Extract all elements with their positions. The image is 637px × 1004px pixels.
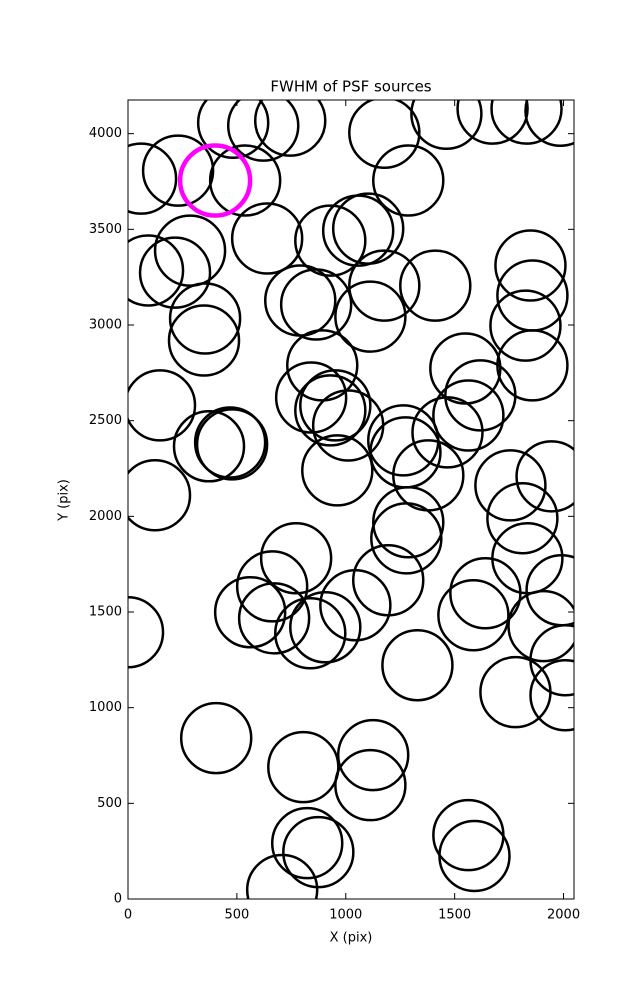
x-tick-label: 0 [124,908,132,923]
source-circle [226,100,300,162]
plot-area [128,100,574,899]
source-circle [348,249,421,322]
y-tick-label: 1500 [89,605,122,620]
source-circle [524,100,574,147]
source-circle [372,486,445,559]
source-circle [128,596,165,669]
source-circle [237,582,311,655]
source-circle [381,628,454,702]
plot-frame [127,99,575,900]
source-circle [479,655,552,729]
source-circle [213,575,287,649]
y-tick-label: 2500 [89,413,122,428]
source-circle [235,550,309,623]
source-circle [429,332,502,405]
source-circle [270,806,344,880]
source-circle [437,579,510,652]
source-circle [449,557,522,630]
x-axis-label: X (pix) [330,931,373,946]
y-tick-label: 1000 [89,700,122,715]
source-circle [494,229,567,302]
source-circle [282,815,355,889]
y-tick-label: 500 [97,796,122,811]
source-circle [319,569,392,642]
source-circle [168,282,242,355]
source-circle [230,202,304,275]
source-circle [167,304,241,377]
source-circle [370,502,443,575]
source-circle [138,236,212,309]
source-circle [267,730,340,804]
source-circle [208,144,282,217]
source-circle [507,589,574,663]
source-circle [438,819,511,893]
source-circle [432,379,505,452]
source-circle [529,658,574,732]
y-tick-label: 4000 [89,126,122,141]
source-circle [301,434,374,507]
source-circle [474,449,547,522]
source-circle [515,440,574,513]
source-circle [289,591,362,664]
source-circle [410,100,483,151]
y-axis-label: Y (pix) [57,479,72,522]
source-circle [299,369,372,442]
source-circle [444,359,517,432]
source-circle [274,361,348,434]
source-circle [372,144,445,217]
source-circle [490,100,563,145]
source-circle [193,406,267,479]
source-circle [128,142,178,215]
x-tick-label: 500 [224,908,249,923]
source-circle [274,596,347,670]
y-tick-label: 3500 [89,222,122,237]
source-circle [177,143,253,218]
source-circle [336,718,410,792]
source-circle [172,410,246,483]
x-tick-label: 1000 [329,908,362,923]
source-circle [279,268,353,341]
y-tick-label: 2000 [89,509,122,524]
x-tick-label: 1500 [438,908,471,923]
chart-title: FWHM of PSF sources [270,78,431,96]
source-circle [486,482,559,555]
source-circle [334,280,407,353]
source-circle [331,192,405,265]
x-tick-label: 2000 [547,908,580,923]
source-circle [128,234,185,307]
source-circle [179,701,253,775]
source-circle [334,748,407,822]
y-tick-label: 3000 [89,318,122,333]
source-circle [254,100,327,157]
source-circle [294,374,367,447]
source-circle [196,100,270,160]
y-tick-label: 0 [114,892,122,907]
source-circle [489,289,562,362]
source-circle [399,249,472,322]
source-circle [128,369,197,442]
source-circle [456,100,529,145]
source-circle [259,521,333,595]
source-circle [128,459,192,532]
source-circle [245,853,319,899]
source-circle [348,100,421,169]
source-circle [141,134,215,207]
source-circle [195,408,269,481]
source-circle [294,204,367,277]
